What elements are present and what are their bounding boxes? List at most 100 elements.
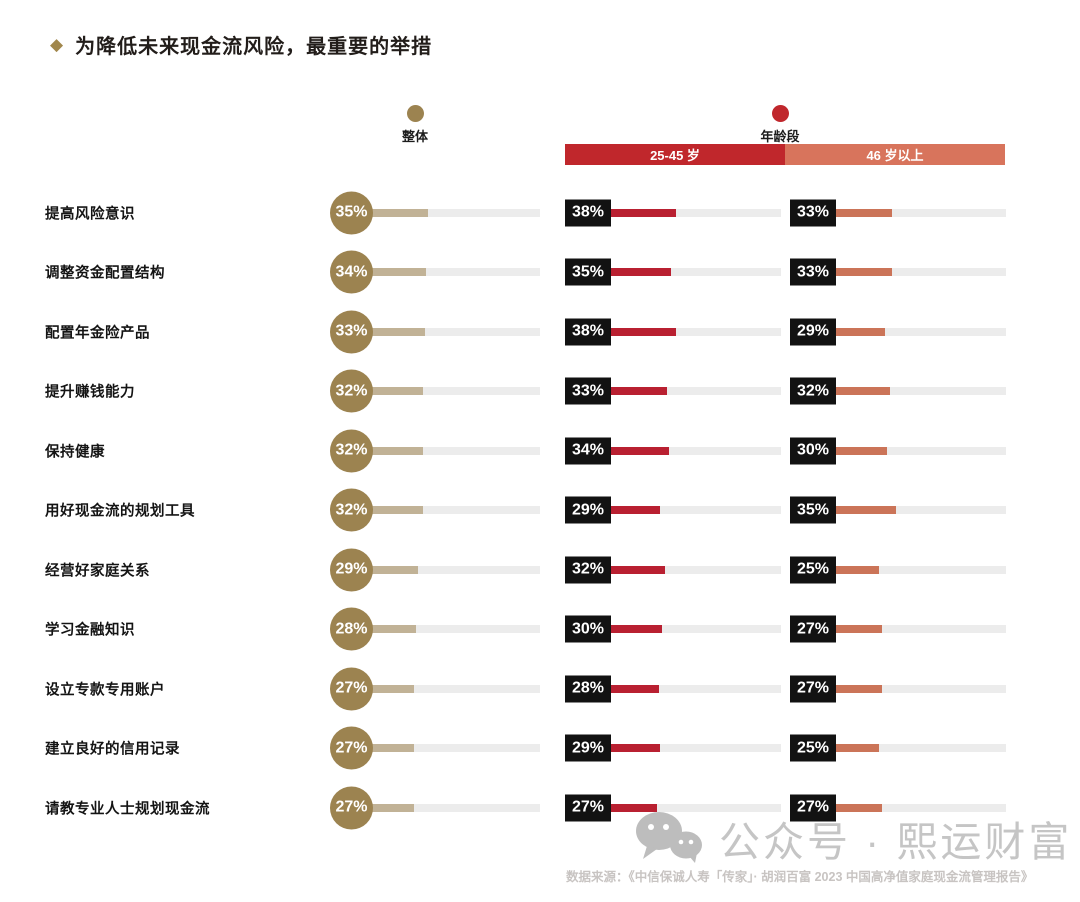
table-row: 提高风险意识 35% 38% 33%	[0, 183, 1080, 243]
overall-value-badge: 32%	[330, 429, 373, 473]
overall-bar-fill	[368, 684, 415, 693]
row-label: 提高风险意识	[45, 206, 135, 223]
old-bar-track	[836, 625, 1006, 634]
table-row: 调整资金配置结构 34% 35% 33%	[0, 243, 1080, 303]
old-bar-track	[836, 506, 1006, 515]
overall-bar-track	[368, 803, 540, 812]
table-row: 学习金融知识 28% 30% 27%	[0, 600, 1080, 660]
young-bar-fill	[611, 744, 661, 753]
overall-value-badge: 27%	[330, 667, 373, 711]
old-bar-track	[836, 565, 1006, 574]
young-value-badge: 27%	[565, 794, 611, 822]
watermark: 公众号 · 熙运财富	[633, 808, 1072, 868]
watermark-text: 公众号 · 熙运财富	[719, 819, 1073, 865]
old-bar-fill	[836, 327, 886, 336]
young-value-badge: 33%	[565, 377, 611, 405]
old-bar-fill	[836, 387, 891, 396]
young-bar-fill	[611, 387, 668, 396]
table-row: 用好现金流的规划工具 32% 29% 35%	[0, 481, 1080, 541]
old-bar-track	[836, 268, 1006, 277]
young-bar-track	[611, 565, 781, 574]
overall-bar-fill	[368, 387, 424, 396]
young-value-badge: 38%	[565, 318, 611, 346]
row-label: 学习金融知识	[45, 622, 135, 639]
young-bar-fill	[611, 506, 661, 515]
old-bar-track	[836, 208, 1006, 217]
old-bar-fill	[836, 684, 882, 693]
overall-bar-fill	[368, 327, 425, 336]
young-bar-track	[611, 387, 781, 396]
young-value-badge: 29%	[565, 734, 611, 762]
young-bar-fill	[611, 446, 669, 455]
young-bar-fill	[611, 327, 676, 336]
old-bar-track	[836, 803, 1006, 812]
overall-bar-fill	[368, 208, 429, 217]
overall-bar-fill	[368, 565, 418, 574]
row-label: 请教专业人士规划现金流	[45, 801, 210, 818]
young-value-badge: 30%	[565, 615, 611, 643]
young-bar-track	[611, 327, 781, 336]
legend-overall: 整体	[383, 105, 447, 145]
overall-value-badge: 27%	[330, 786, 373, 830]
chart-title-row: ◆ 为降低未来现金流风险，最重要的举措	[50, 30, 432, 59]
row-label: 配置年金险产品	[45, 325, 150, 342]
page-title: 为降低未来现金流风险，最重要的举措	[75, 34, 433, 58]
overall-bar-fill	[368, 446, 424, 455]
row-label: 调整资金配置结构	[45, 265, 165, 282]
young-bar-fill	[611, 803, 657, 812]
old-value-badge: 32%	[790, 377, 836, 405]
overall-value-badge: 34%	[330, 250, 373, 294]
young-bar-track	[611, 803, 781, 812]
table-row: 建立良好的信用记录 27% 29% 25%	[0, 719, 1080, 779]
old-value-badge: 25%	[790, 556, 836, 584]
old-value-badge: 29%	[790, 318, 836, 346]
overall-bar-track	[368, 208, 540, 217]
old-bar-fill	[836, 506, 896, 515]
header-segment-46plus: 46 岁以上	[785, 144, 1005, 165]
young-bar-track	[611, 684, 781, 693]
old-value-badge: 33%	[790, 199, 836, 227]
overall-bar-track	[368, 565, 540, 574]
young-value-badge: 38%	[565, 199, 611, 227]
old-bar-fill	[836, 208, 893, 217]
row-label: 建立良好的信用记录	[45, 741, 180, 758]
young-bar-track	[611, 744, 781, 753]
overall-bar-track	[368, 387, 540, 396]
overall-bar-track	[368, 744, 540, 753]
overall-bar-fill	[368, 506, 424, 515]
overall-bar-fill	[368, 803, 415, 812]
overall-value-badge: 35%	[330, 191, 373, 235]
chart-rows: 提高风险意识 35% 38% 33% 调整资金配置结构 34% 35% 33% …	[0, 183, 1080, 838]
overall-dot-icon	[406, 105, 424, 122]
overall-bar-track	[368, 268, 540, 277]
old-bar-track	[836, 446, 1006, 455]
header-segment-25-45: 25-45 岁	[565, 144, 785, 165]
young-value-badge: 34%	[565, 437, 611, 465]
table-row: 提升赚钱能力 32% 33% 32%	[0, 362, 1080, 422]
old-bar-track	[836, 744, 1006, 753]
young-bar-track	[611, 268, 781, 277]
age-column-headers: 25-45 岁 46 岁以上	[565, 144, 1005, 165]
young-bar-track	[611, 625, 781, 634]
young-bar-track	[611, 506, 781, 515]
young-bar-fill	[611, 268, 671, 277]
overall-value-badge: 33%	[330, 310, 373, 354]
young-bar-fill	[611, 625, 662, 634]
row-label: 经营好家庭关系	[45, 563, 150, 580]
old-bar-fill	[836, 268, 893, 277]
table-row: 请教专业人士规划现金流 27% 27% 27%	[0, 778, 1080, 838]
young-bar-fill	[611, 684, 659, 693]
old-bar-track	[836, 684, 1006, 693]
old-value-badge: 25%	[790, 734, 836, 762]
overall-bar-fill	[368, 625, 417, 634]
young-value-badge: 32%	[565, 556, 611, 584]
overall-value-badge: 27%	[330, 726, 373, 770]
wechat-icon	[636, 812, 702, 863]
table-row: 设立专款专用账户 27% 28% 27%	[0, 659, 1080, 719]
age-group-dot-icon	[771, 105, 789, 122]
overall-bar-track	[368, 506, 540, 515]
young-bar-fill	[611, 208, 676, 217]
row-label: 设立专款专用账户	[45, 682, 165, 699]
overall-value-badge: 32%	[330, 488, 373, 532]
